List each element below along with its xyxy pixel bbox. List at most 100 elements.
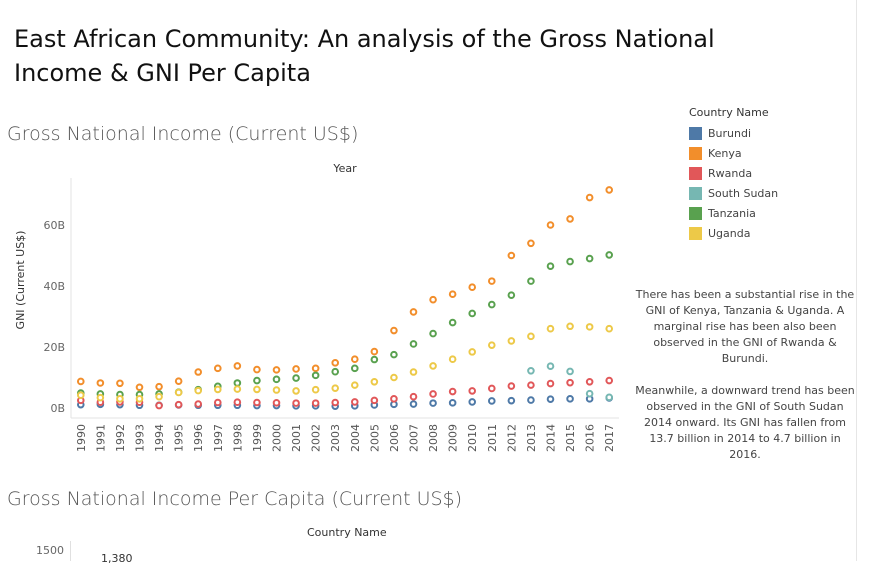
data-point-rwanda	[370, 396, 379, 405]
data-point-tanzania	[233, 379, 242, 387]
x-tick-label: 2003	[329, 424, 342, 452]
data-point-tanzania	[605, 251, 614, 259]
data-point-kenya	[390, 326, 398, 335]
x-tick-label: 2014	[545, 424, 558, 452]
y-tick-label: 60B	[43, 219, 65, 232]
x-tick-label: 1990	[75, 424, 88, 452]
data-point-uganda	[272, 386, 281, 394]
data-point-kenya	[116, 379, 124, 388]
data-point-burundi	[566, 395, 574, 403]
data-point-burundi	[487, 397, 496, 405]
data-point-burundi	[507, 396, 516, 405]
gni-scatter-chart[interactable]: Year 0B 20B 40B 60B GNI (Current US$) 1990 1991…	[0, 150, 630, 460]
annotation-paragraph-2: Meanwhile, a downward trend has been obs…	[635, 384, 855, 461]
data-point-uganda	[390, 373, 398, 382]
data-point-kenya	[527, 239, 535, 248]
dashboard-border	[856, 0, 857, 561]
legend-swatch	[689, 126, 702, 140]
x-tick-label: 2017	[603, 424, 616, 452]
legend-label: Tanzania	[708, 206, 756, 220]
data-point-tanzania	[468, 309, 477, 318]
data-point-tanzania	[350, 364, 359, 373]
legend-item-burundi[interactable]: Burundi	[689, 123, 778, 143]
data-point-uganda	[155, 392, 163, 401]
data-point-tanzania	[292, 374, 300, 382]
data-point-kenya	[409, 308, 418, 316]
x-tick-label: 2016	[584, 424, 597, 452]
data-point-uganda	[96, 393, 105, 402]
data-point-south-sudan	[527, 366, 535, 375]
data-point-uganda	[135, 395, 144, 403]
data-point-rwanda	[409, 392, 418, 401]
legend-swatch	[689, 206, 702, 220]
data-point-rwanda	[272, 399, 281, 407]
data-point-burundi	[409, 400, 418, 408]
legend-title: Country Name	[689, 106, 769, 119]
data-point-uganda	[213, 385, 222, 394]
dashboard-title: East African Community: An analysis of t…	[14, 25, 715, 87]
data-point-kenya	[272, 366, 281, 374]
data-point-uganda	[448, 355, 457, 363]
data-point-tanzania	[311, 371, 320, 380]
legend-item-rwanda[interactable]: Rwanda	[689, 163, 778, 183]
x-tick-label: 1994	[153, 424, 166, 452]
data-point-rwanda	[527, 381, 535, 389]
data-point-kenya	[331, 359, 340, 367]
legend-item-tanzania[interactable]: Tanzania	[689, 203, 778, 223]
legend-item-kenya[interactable]: Kenya	[689, 143, 778, 163]
data-point-kenya	[213, 364, 222, 373]
data-point-rwanda	[468, 387, 477, 395]
per-capita-header: Country Name	[307, 526, 387, 539]
data-point-tanzania	[409, 340, 418, 348]
legend-label: South Sudan	[708, 186, 779, 200]
legend-label: Kenya	[708, 146, 742, 160]
data-point-tanzania	[546, 262, 555, 270]
data-point-rwanda	[253, 398, 261, 407]
data-point-kenya	[370, 347, 379, 356]
data-point-kenya	[96, 379, 105, 387]
chart-title-per-capita: Gross National Income Per Capita (Curren…	[7, 488, 463, 510]
legend-swatch	[689, 186, 702, 200]
data-point-tanzania	[527, 277, 535, 285]
data-point-south-sudan	[566, 367, 574, 376]
data-point-south-sudan	[546, 362, 555, 371]
data-point-uganda	[429, 362, 437, 370]
per-capita-y-tick: 1500	[36, 544, 64, 557]
data-point-kenya	[487, 277, 496, 285]
data-point-rwanda	[350, 398, 359, 406]
data-point-uganda	[194, 386, 203, 395]
data-point-tanzania	[507, 291, 516, 299]
data-point-rwanda	[213, 398, 222, 407]
data-point-uganda	[605, 324, 614, 333]
legend-swatch	[689, 166, 702, 180]
x-tick-label: 1997	[212, 424, 225, 452]
x-tick-label: 1996	[192, 424, 205, 452]
data-point-kenya	[155, 382, 163, 391]
x-tick-label: 1999	[251, 424, 264, 452]
x-tick-label: 2000	[271, 424, 284, 452]
legend-label: Rwanda	[708, 166, 753, 180]
legend-swatch	[689, 146, 702, 160]
data-point-south-sudan	[605, 393, 614, 402]
data-point-kenya	[292, 365, 300, 373]
data-point-tanzania	[429, 329, 437, 338]
legend-item-south-sudan[interactable]: South Sudan	[689, 183, 778, 203]
legend[interactable]: Country Name Burundi Kenya Rwanda South Sud…	[689, 106, 778, 243]
data-point-tanzania	[390, 350, 398, 359]
data-point-uganda	[585, 323, 594, 331]
x-tick-label: 1998	[231, 424, 244, 452]
data-point-uganda	[507, 337, 516, 345]
data-point-uganda	[311, 385, 320, 394]
data-point-tanzania	[585, 254, 594, 263]
data-point-tanzania	[370, 355, 379, 364]
data-point-tanzania	[272, 375, 281, 384]
data-point-tanzania	[487, 300, 496, 309]
data-point-kenya	[233, 362, 242, 370]
legend-item-uganda[interactable]: Uganda	[689, 223, 778, 243]
legend-label: Burundi	[708, 126, 752, 140]
chart-title: Gross National Income (Current US$)	[7, 123, 359, 145]
data-point-rwanda	[331, 398, 340, 407]
data-point-rwanda	[429, 390, 437, 398]
data-point-kenya	[566, 215, 574, 223]
data-point-kenya	[350, 355, 359, 363]
